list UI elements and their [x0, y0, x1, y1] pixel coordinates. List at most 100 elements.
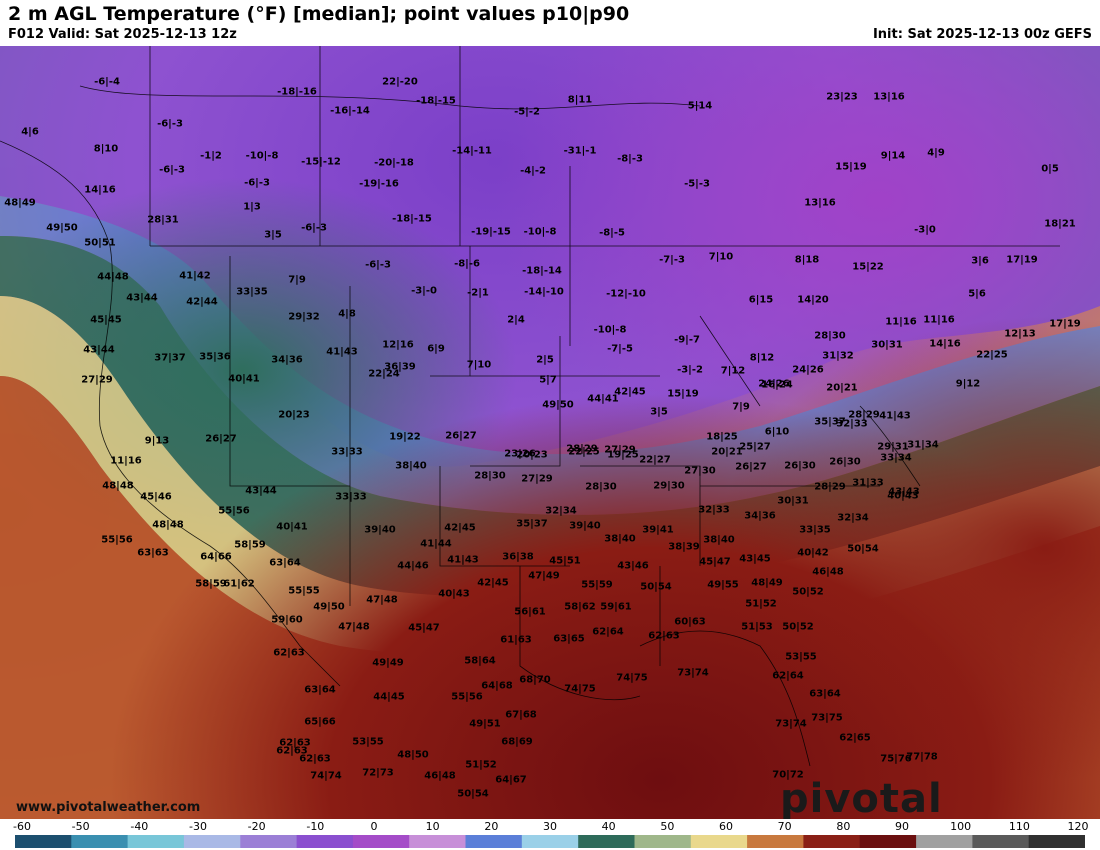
point-value-label: 43|44 [126, 292, 158, 304]
point-value-label: 18|25 [706, 431, 738, 443]
point-value-label: 15|19 [667, 388, 699, 400]
point-value-label: 23|23 [826, 91, 858, 103]
colorbar-segment [916, 835, 973, 848]
point-value-label: 63|64 [304, 684, 336, 696]
point-value-label: 30|31 [871, 339, 903, 351]
colorbar-segment [15, 835, 72, 848]
point-value-label: 63|64 [269, 557, 301, 569]
point-value-label: -10|-8 [593, 324, 627, 336]
point-value-label: 26|27 [735, 461, 767, 473]
point-value-label: 22|25 [568, 446, 600, 458]
colorbar-segment [690, 835, 748, 848]
point-value-label: 42|45 [444, 522, 476, 534]
point-value-label: 32|34 [545, 505, 577, 517]
point-value-label: 50|51 [84, 237, 116, 249]
point-value-label: 8|11 [567, 94, 593, 106]
point-value-label: 35|37 [516, 518, 548, 530]
point-value-label: -18|-14 [522, 265, 562, 277]
colorbar-segment [634, 835, 692, 848]
colorbar: -60 -50 -40 -30 -20 -10 0 10 20 30 40 50 60 70 80 90 100… [0, 819, 1100, 850]
colorbar-tick-label: -20 [247, 820, 266, 833]
point-value-label: 45|47 [408, 622, 440, 634]
point-value-label: 67|68 [505, 709, 537, 721]
point-value-label: 59|61 [600, 601, 632, 613]
point-value-label: 0|5 [1041, 163, 1059, 175]
point-value-label: 53|55 [785, 651, 817, 663]
point-value-label: 40|43 [887, 490, 919, 502]
point-value-label: 58|59 [234, 539, 266, 551]
point-value-label: 74|75 [616, 672, 648, 684]
point-value-label: 6|15 [748, 294, 774, 306]
colorbar-segment [465, 835, 523, 848]
point-value-label: 49|50 [313, 601, 345, 613]
point-value-label: 5|14 [687, 100, 713, 112]
point-value-label: 33|35 [236, 286, 268, 298]
point-value-label: 25|27 [739, 441, 771, 453]
colorbar-segment [972, 835, 1030, 848]
point-value-label: 22|27 [639, 454, 671, 466]
point-value-label: 7|10 [708, 251, 734, 263]
point-value-label: 13|16 [804, 197, 836, 209]
point-value-label: -19|-16 [359, 178, 399, 190]
point-value-label: 26|27 [445, 430, 477, 442]
valid-time: F012 Valid: Sat 2025-12-13 12z [8, 27, 237, 42]
point-value-label: 63|64 [809, 688, 841, 700]
point-value-label: 41|43 [879, 410, 911, 422]
point-value-label: 43|44 [83, 344, 115, 356]
point-value-label: 64|66 [200, 551, 232, 563]
colorbar-segment [240, 835, 298, 848]
point-value-label: 49|55 [707, 579, 739, 591]
point-value-label: 38|40 [395, 460, 427, 472]
header: 2 m AGL Temperature (°F) [median]; point… [0, 0, 1100, 46]
point-value-label: 28|30 [585, 481, 617, 493]
point-value-label: 15|22 [852, 261, 884, 273]
point-value-label: 18|21 [1044, 218, 1076, 230]
colorbar-segment [859, 835, 917, 848]
point-value-label: 26|27 [205, 433, 237, 445]
point-value-label: 26|30 [784, 460, 816, 472]
point-value-label: 40|42 [797, 547, 829, 559]
point-value-label: 37|37 [154, 352, 186, 364]
point-value-label: 1|3 [243, 201, 261, 213]
point-value-label: 16|24 [761, 379, 793, 391]
colorbar-segment [521, 835, 579, 848]
point-value-label: 14|16 [929, 338, 961, 350]
point-value-label: 50|52 [792, 586, 824, 598]
point-value-label: 62|63 [279, 737, 311, 749]
point-value-label: 48|50 [397, 749, 429, 761]
colorbar-segment [127, 835, 185, 848]
point-value-label: 55|59 [581, 579, 613, 591]
point-value-label: 41|43 [447, 554, 479, 566]
colorbar-segment [352, 835, 410, 848]
point-value-label: 63|65 [553, 633, 585, 645]
colorbar-segment [71, 835, 129, 848]
point-value-label: 6|10 [764, 426, 790, 438]
colorbar-segment [183, 835, 241, 848]
point-value-label: 29|31 [877, 441, 909, 453]
temperature-map: -6|-4 -18|-16 22|-20 -18|-15 -6|-3 -5|-2 8|11 5… [0, 46, 1100, 819]
point-value-label: 12|13 [1004, 328, 1036, 340]
point-value-label: 64|67 [495, 774, 527, 786]
colorbar-segment [803, 835, 861, 848]
point-value-label: 22|25 [976, 349, 1008, 361]
point-value-label: 50|54 [847, 543, 879, 555]
point-value-label: -3|-2 [677, 364, 703, 376]
point-value-label: 7|9 [732, 401, 750, 413]
map-title: 2 m AGL Temperature (°F) [median]; point… [8, 3, 630, 25]
point-value-label: 12|16 [382, 339, 414, 351]
point-value-label: 44|48 [97, 271, 129, 283]
colorbar-gradient [15, 835, 1085, 848]
point-value-label: 27|29 [604, 444, 636, 456]
point-value-label: 39|40 [569, 520, 601, 532]
point-value-label: 51|52 [745, 598, 777, 610]
point-value-label: -12|-10 [606, 288, 646, 300]
point-value-label: 8|10 [93, 143, 119, 155]
point-value-label: -20|-18 [374, 157, 414, 169]
point-value-label: 27|29 [81, 374, 113, 386]
point-value-label: 55|56 [218, 505, 250, 517]
point-value-label: -6|-3 [301, 222, 327, 234]
point-value-label: 73|74 [775, 718, 807, 730]
point-value-label: 43|46 [617, 560, 649, 572]
point-value-label: 33|33 [331, 446, 363, 458]
colorbar-tick-label: 110 [1008, 820, 1030, 833]
